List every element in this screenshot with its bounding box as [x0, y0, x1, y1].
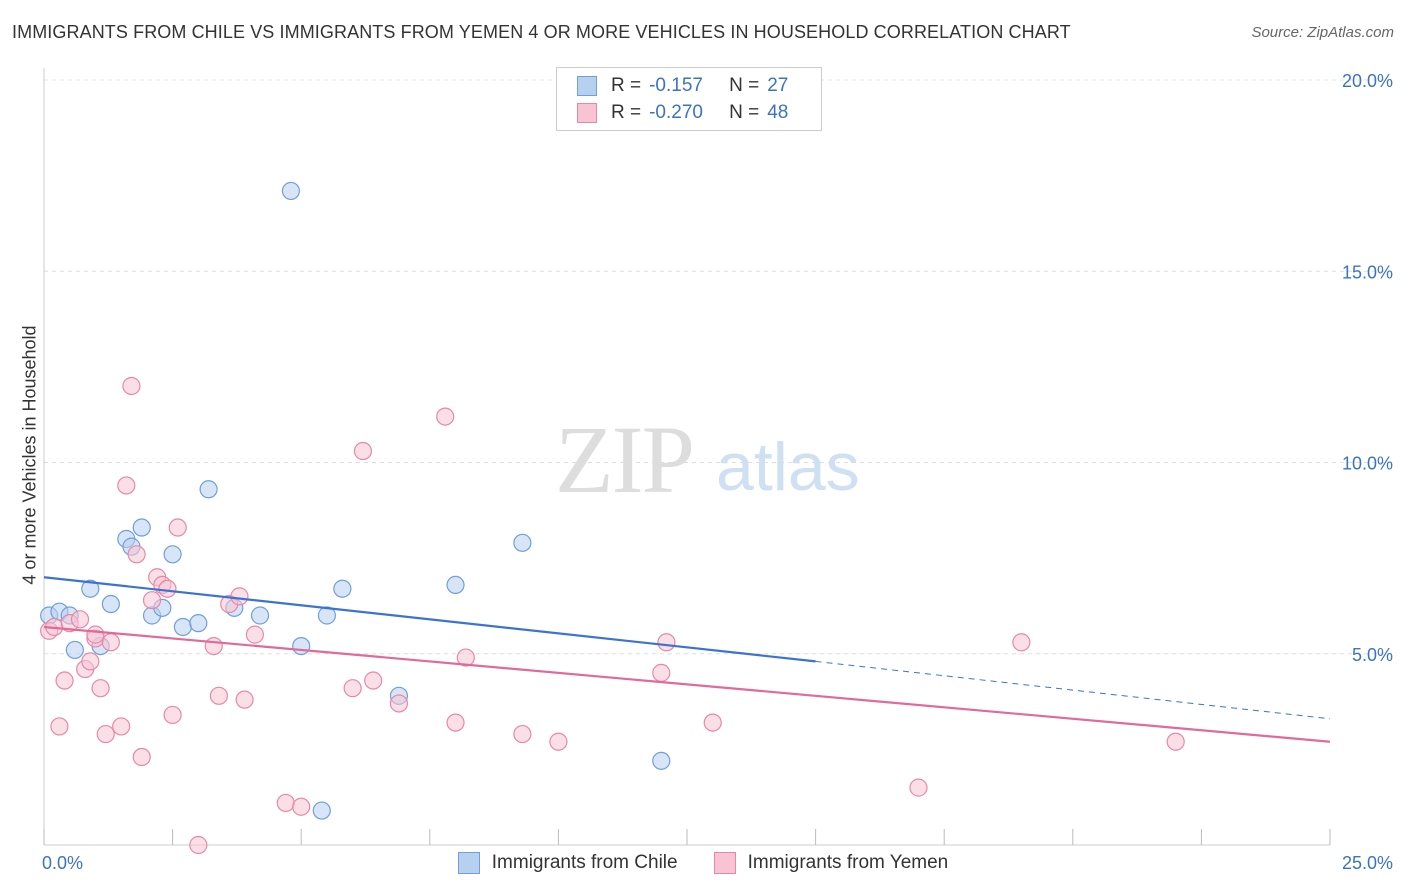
point-yemen [276, 793, 295, 813]
legend-swatch-yemen [713, 852, 736, 874]
point-yemen [436, 407, 455, 426]
point-yemen [91, 679, 110, 698]
point-chile [312, 801, 331, 820]
point-chile [446, 575, 465, 595]
point-chile [333, 579, 352, 598]
point-yemen [652, 663, 671, 682]
watermark-zip: ZIP [555, 406, 693, 513]
point-yemen [389, 694, 409, 713]
point-yemen [909, 778, 928, 797]
legend-swatch-chile [457, 852, 480, 874]
legend-r-label: R = [611, 102, 642, 123]
legend-r-value: -0.157 [649, 75, 703, 96]
point-chile [281, 181, 301, 201]
chart-title: IMMIGRANTS FROM CHILE VS IMMIGRANTS FROM… [12, 22, 1071, 42]
point-yemen [50, 717, 69, 736]
x-tick-label: 25.0% [1342, 853, 1393, 873]
series-legend: Immigrants from Chile Immigrants from Ye… [0, 852, 1406, 874]
point-chile [132, 518, 151, 537]
legend-n-label: N = [729, 102, 760, 123]
point-yemen [86, 625, 105, 644]
legend-item-chile[interactable]: Immigrants from Chile [457, 852, 678, 874]
y-tick-label: 5.0% [1352, 645, 1393, 665]
point-yemen [163, 705, 182, 725]
point-yemen [101, 633, 120, 652]
point-yemen [230, 587, 249, 606]
watermark: ZIP atlas [555, 406, 860, 513]
point-yemen [364, 671, 383, 690]
trend-lines [43, 576, 1331, 743]
y-axis-label: 4 or more Vehicles in Household [19, 325, 40, 585]
point-yemen [1166, 732, 1185, 751]
point-yemen [245, 625, 265, 644]
legend-item-yemen[interactable]: Immigrants from Yemen [713, 852, 949, 874]
correlation-legend: R = -0.157 N = 27 R = -0.270 N = 48 [556, 67, 822, 131]
point-yemen [96, 724, 115, 744]
point-yemen [158, 579, 177, 598]
legend-row-chile: R = -0.157 N = 27 [577, 74, 788, 98]
point-chile [173, 617, 192, 637]
grid-lines [44, 79, 1392, 655]
point-yemen [132, 747, 151, 767]
legend-r-value: -0.270 [649, 102, 703, 123]
legend-n-label: N = [729, 75, 760, 96]
legend-n-value: 27 [767, 75, 789, 96]
trend-line-yemen [43, 625, 1331, 743]
point-yemen [513, 724, 532, 744]
point-yemen [292, 797, 311, 816]
point-yemen [456, 648, 475, 667]
legend-n-value: 48 [767, 102, 789, 123]
trend-line-chile-extension [815, 660, 1331, 720]
source-label: Source: ZipAtlas.com [1251, 24, 1394, 41]
tick-labels: 5.0% 10.0% 15.0% 20.0% 0.0% 25.0% [42, 71, 1393, 873]
point-yemen [235, 690, 254, 709]
point-yemen [343, 679, 362, 698]
point-yemen [189, 835, 208, 855]
point-chile [163, 545, 182, 564]
point-yemen [1012, 633, 1031, 652]
point-yemen [204, 636, 223, 656]
axes [43, 68, 1331, 846]
legend-r-label: R = [611, 75, 642, 96]
legend-label-yemen: Immigrants from Yemen [747, 852, 949, 873]
legend-swatch-chile [577, 76, 597, 96]
point-chile [189, 614, 208, 633]
point-chile [101, 594, 120, 614]
point-yemen [549, 732, 568, 751]
point-chile [199, 480, 218, 499]
watermark-atlas: atlas [716, 429, 860, 505]
legend-swatch-yemen [577, 103, 597, 123]
point-yemen [81, 652, 100, 671]
y-tick-label: 15.0% [1342, 262, 1393, 282]
point-chile [652, 751, 671, 770]
point-yemen [112, 717, 131, 736]
legend-row-yemen: R = -0.270 N = 48 [577, 101, 788, 125]
point-yemen [446, 713, 465, 732]
point-yemen [657, 633, 676, 652]
point-yemen [127, 545, 146, 564]
point-yemen [55, 671, 74, 690]
point-yemen [122, 376, 141, 396]
x-tick-label: 0.0% [42, 853, 83, 873]
point-chile [65, 640, 84, 660]
y-tick-label: 20.0% [1342, 71, 1393, 91]
point-chile [513, 533, 532, 552]
point-chile [250, 606, 270, 625]
point-chile [81, 579, 100, 598]
y-tick-label: 10.0% [1342, 454, 1393, 474]
point-yemen [142, 591, 162, 610]
data-points [40, 181, 1185, 855]
point-yemen [117, 476, 136, 495]
legend-label-chile: Immigrants from Chile [491, 852, 678, 873]
point-chile [292, 636, 311, 656]
point-yemen [703, 713, 722, 732]
point-yemen [70, 610, 90, 629]
trend-line-chile [43, 576, 816, 663]
point-yemen [353, 441, 373, 461]
point-yemen [168, 518, 187, 537]
point-yemen [209, 686, 228, 705]
